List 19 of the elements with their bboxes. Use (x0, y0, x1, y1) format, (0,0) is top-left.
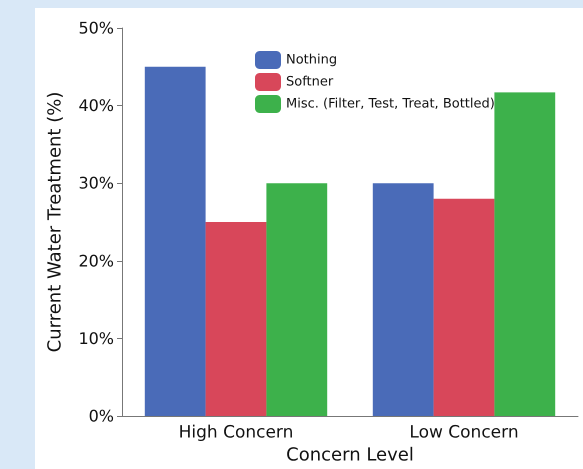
x-tick-label: Low Concern (409, 422, 519, 442)
legend-label: Nothing (286, 52, 338, 68)
x-axis-title: Concern Level (286, 444, 414, 466)
legend-label: Softner (286, 74, 334, 90)
x-tick-label: High Concern (178, 422, 294, 442)
legend-label: Misc. (Filter, Test, Treat, Bottled) (286, 96, 495, 112)
y-tick-label: 20% (78, 251, 114, 270)
y-tick-label: 30% (78, 174, 114, 193)
y-tick-label: 0% (88, 406, 114, 426)
bar (144, 66, 206, 416)
y-tick-label: 10% (78, 328, 114, 348)
y-tick-label: 50% (78, 18, 114, 38)
bar (494, 92, 556, 416)
y-axis-title: Current Water Treatment (%) (44, 92, 66, 352)
bar (206, 222, 266, 416)
bar (372, 183, 434, 416)
bar (434, 198, 494, 416)
bar (266, 183, 328, 416)
y-tick-label: 40% (78, 96, 114, 116)
